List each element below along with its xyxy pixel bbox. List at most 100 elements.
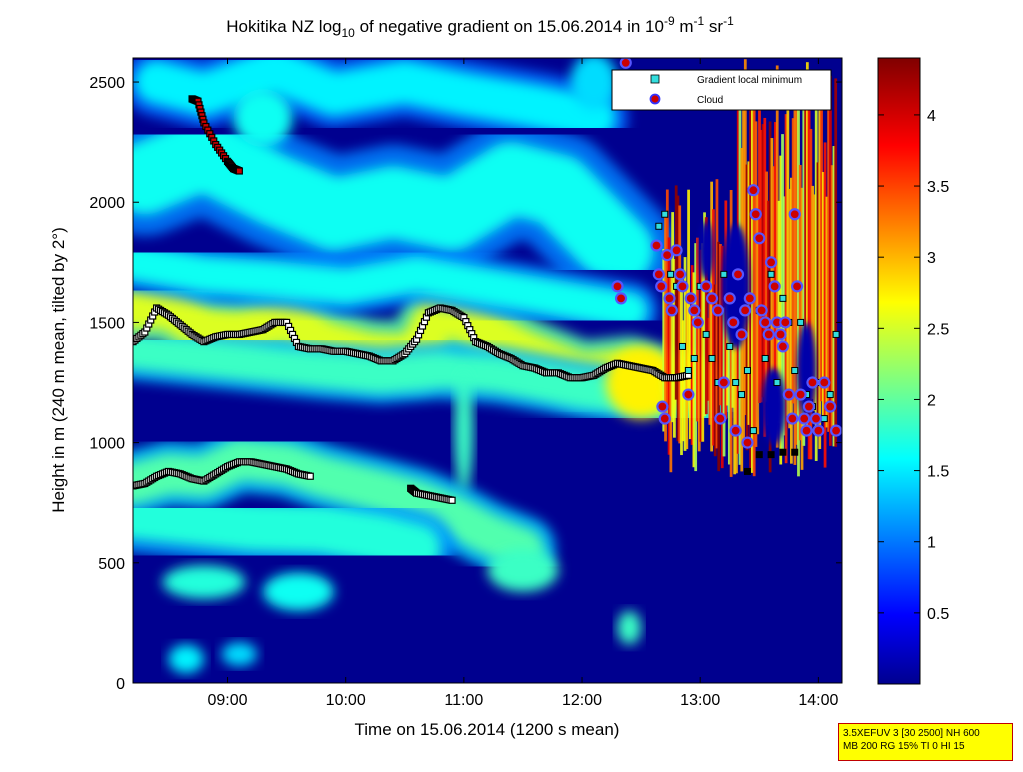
cloud-streak	[696, 237, 699, 422]
cloud-marker	[723, 292, 736, 305]
legend-marker-cloud	[649, 93, 661, 105]
cloud-marker	[735, 328, 748, 341]
cloud-marker	[798, 412, 811, 425]
cloud-marker	[663, 292, 676, 305]
cloud-streak	[791, 118, 795, 404]
cloud-streak	[719, 243, 722, 406]
aerosol-blob-6	[454, 370, 474, 491]
cloud-streak	[726, 273, 729, 406]
cloud-streak	[770, 138, 774, 424]
gradient-minimum-marker-cloud	[678, 342, 686, 350]
cloud-marker	[739, 304, 752, 317]
cloud-streak	[779, 155, 783, 465]
cloud-streak	[683, 257, 687, 451]
cloud-marker	[670, 244, 683, 257]
cloud-streak	[713, 284, 717, 457]
aerosol-blob-2	[168, 644, 204, 674]
cloud-streak	[752, 101, 756, 477]
gradient-minimum-marker-cloud	[791, 448, 799, 456]
cloud-streak	[784, 114, 788, 464]
cloud-streak	[704, 217, 708, 415]
cloud-marker	[684, 292, 697, 305]
gradient-minimum-marker-cloud	[738, 391, 746, 399]
cloud-marker	[779, 316, 792, 329]
cloud-streak	[829, 75, 832, 446]
cloud-streak	[676, 195, 680, 442]
gradient-minimum-marker-cloud	[761, 354, 769, 362]
cloud-marker	[611, 280, 624, 293]
cloud-streak	[759, 129, 763, 403]
x-tick-label: 10:00	[326, 692, 366, 709]
cloud-streak	[678, 205, 682, 444]
cloud-marker	[812, 424, 825, 437]
colorbar-tick-label: 3	[927, 250, 936, 267]
cloud-streak	[692, 272, 696, 468]
cloud-streak	[823, 142, 827, 468]
cloud-streak	[795, 94, 799, 445]
cloud-marker	[711, 304, 725, 317]
cloud-marker	[688, 304, 701, 317]
cloud-marker	[802, 400, 816, 413]
cloud-streak	[710, 181, 714, 452]
cloud-marker	[650, 239, 663, 252]
cloud-streak	[699, 249, 703, 442]
cloud-marker	[676, 280, 689, 293]
cloud-marker	[682, 388, 695, 401]
aerosol-blob-5	[617, 610, 642, 645]
colorbar-tick-label: 2.5	[927, 321, 949, 338]
cloud-streak	[706, 317, 710, 401]
cloud-streak	[664, 213, 667, 442]
cloud-streak	[827, 106, 831, 432]
cloud-marker	[741, 436, 754, 449]
gradient-minimum-marker-cloud	[779, 294, 787, 302]
cloud-marker	[665, 304, 678, 317]
y-axis-label: Height in m (240 m mean, tilted by 2°)	[49, 227, 68, 513]
colorbar-tick-label: 2	[927, 392, 936, 409]
cloud-streak	[720, 245, 724, 469]
cloud-streak	[754, 121, 758, 447]
cloud-marker	[717, 376, 730, 389]
gradient-minimum-marker-cloud	[690, 354, 698, 362]
gradient-minimum-marker-cloud	[791, 367, 799, 374]
aerosol-layer-mid-haze	[133, 244, 648, 329]
y-tick-label: 1000	[89, 436, 125, 453]
cloud-marker	[786, 412, 799, 425]
cloud-streak	[712, 209, 715, 446]
cloud-marker	[776, 340, 790, 353]
cloud-streak	[674, 185, 678, 400]
cloud-marker	[614, 292, 628, 305]
stamp-line-1: 3.5XEFUV 3 [30 2500] NH 600	[843, 728, 980, 739]
cloud-marker	[788, 208, 801, 221]
cloud-streak	[807, 107, 811, 460]
chart-title: Hokitika NZ log10 of negative gradient o…	[226, 14, 734, 40]
cloud-marker	[743, 292, 756, 305]
cloud-marker	[658, 412, 671, 425]
cloud-marker	[764, 256, 778, 269]
cloud-streak	[834, 78, 838, 447]
gradient-minimum-marker-cloud	[720, 270, 728, 278]
cloud-streak	[782, 196, 786, 436]
cloud-streak	[788, 188, 792, 429]
plot-frame	[132, 57, 843, 684]
cloud-streak	[821, 171, 825, 420]
cloud-streak	[671, 212, 675, 423]
cloud-marker	[753, 232, 766, 245]
cloud-streak	[820, 80, 823, 402]
aerosol-blob-0	[162, 565, 246, 599]
legend-box	[611, 69, 832, 111]
cloud-streak	[731, 298, 735, 408]
cloud-streak	[781, 134, 784, 453]
colorbar-tick-label: 0.5	[927, 606, 949, 623]
cloud-streak	[786, 91, 790, 417]
cloud-streak	[766, 200, 770, 426]
y-tick-label: 1500	[89, 315, 125, 332]
gradient-minimum-marker-cloud	[797, 318, 805, 326]
cloud-streak	[825, 196, 829, 428]
aerosol-layer-lower-aerosol-2	[133, 490, 441, 573]
gradient-minimum-marker-cloud	[767, 451, 775, 459]
cloud-marker	[790, 280, 804, 293]
gradient-minimum-marker-cloud	[732, 379, 740, 387]
cloud-streak	[775, 65, 779, 448]
gradient-minimum-marker-cloud	[708, 354, 716, 362]
